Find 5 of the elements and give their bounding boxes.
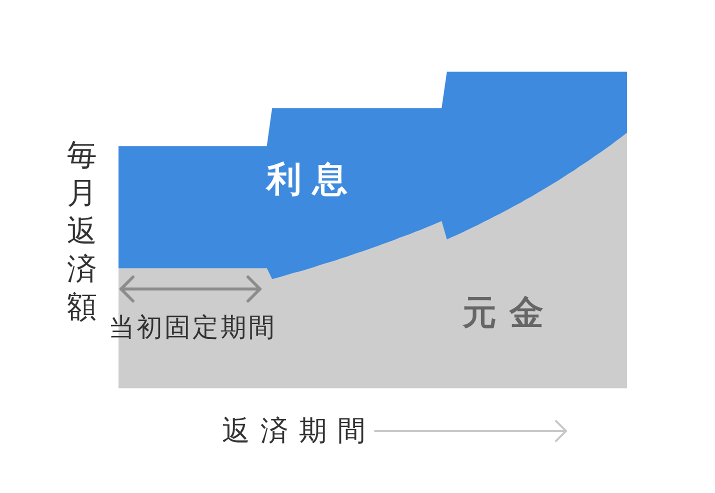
y-axis-title: 毎月返済額 <box>67 138 97 325</box>
annotation: 当初固定期間 <box>108 313 276 343</box>
series-label: 利息 <box>264 160 358 200</box>
series-label: 元金 <box>462 293 556 333</box>
x-axis-title: 返済期間 <box>222 414 376 446</box>
